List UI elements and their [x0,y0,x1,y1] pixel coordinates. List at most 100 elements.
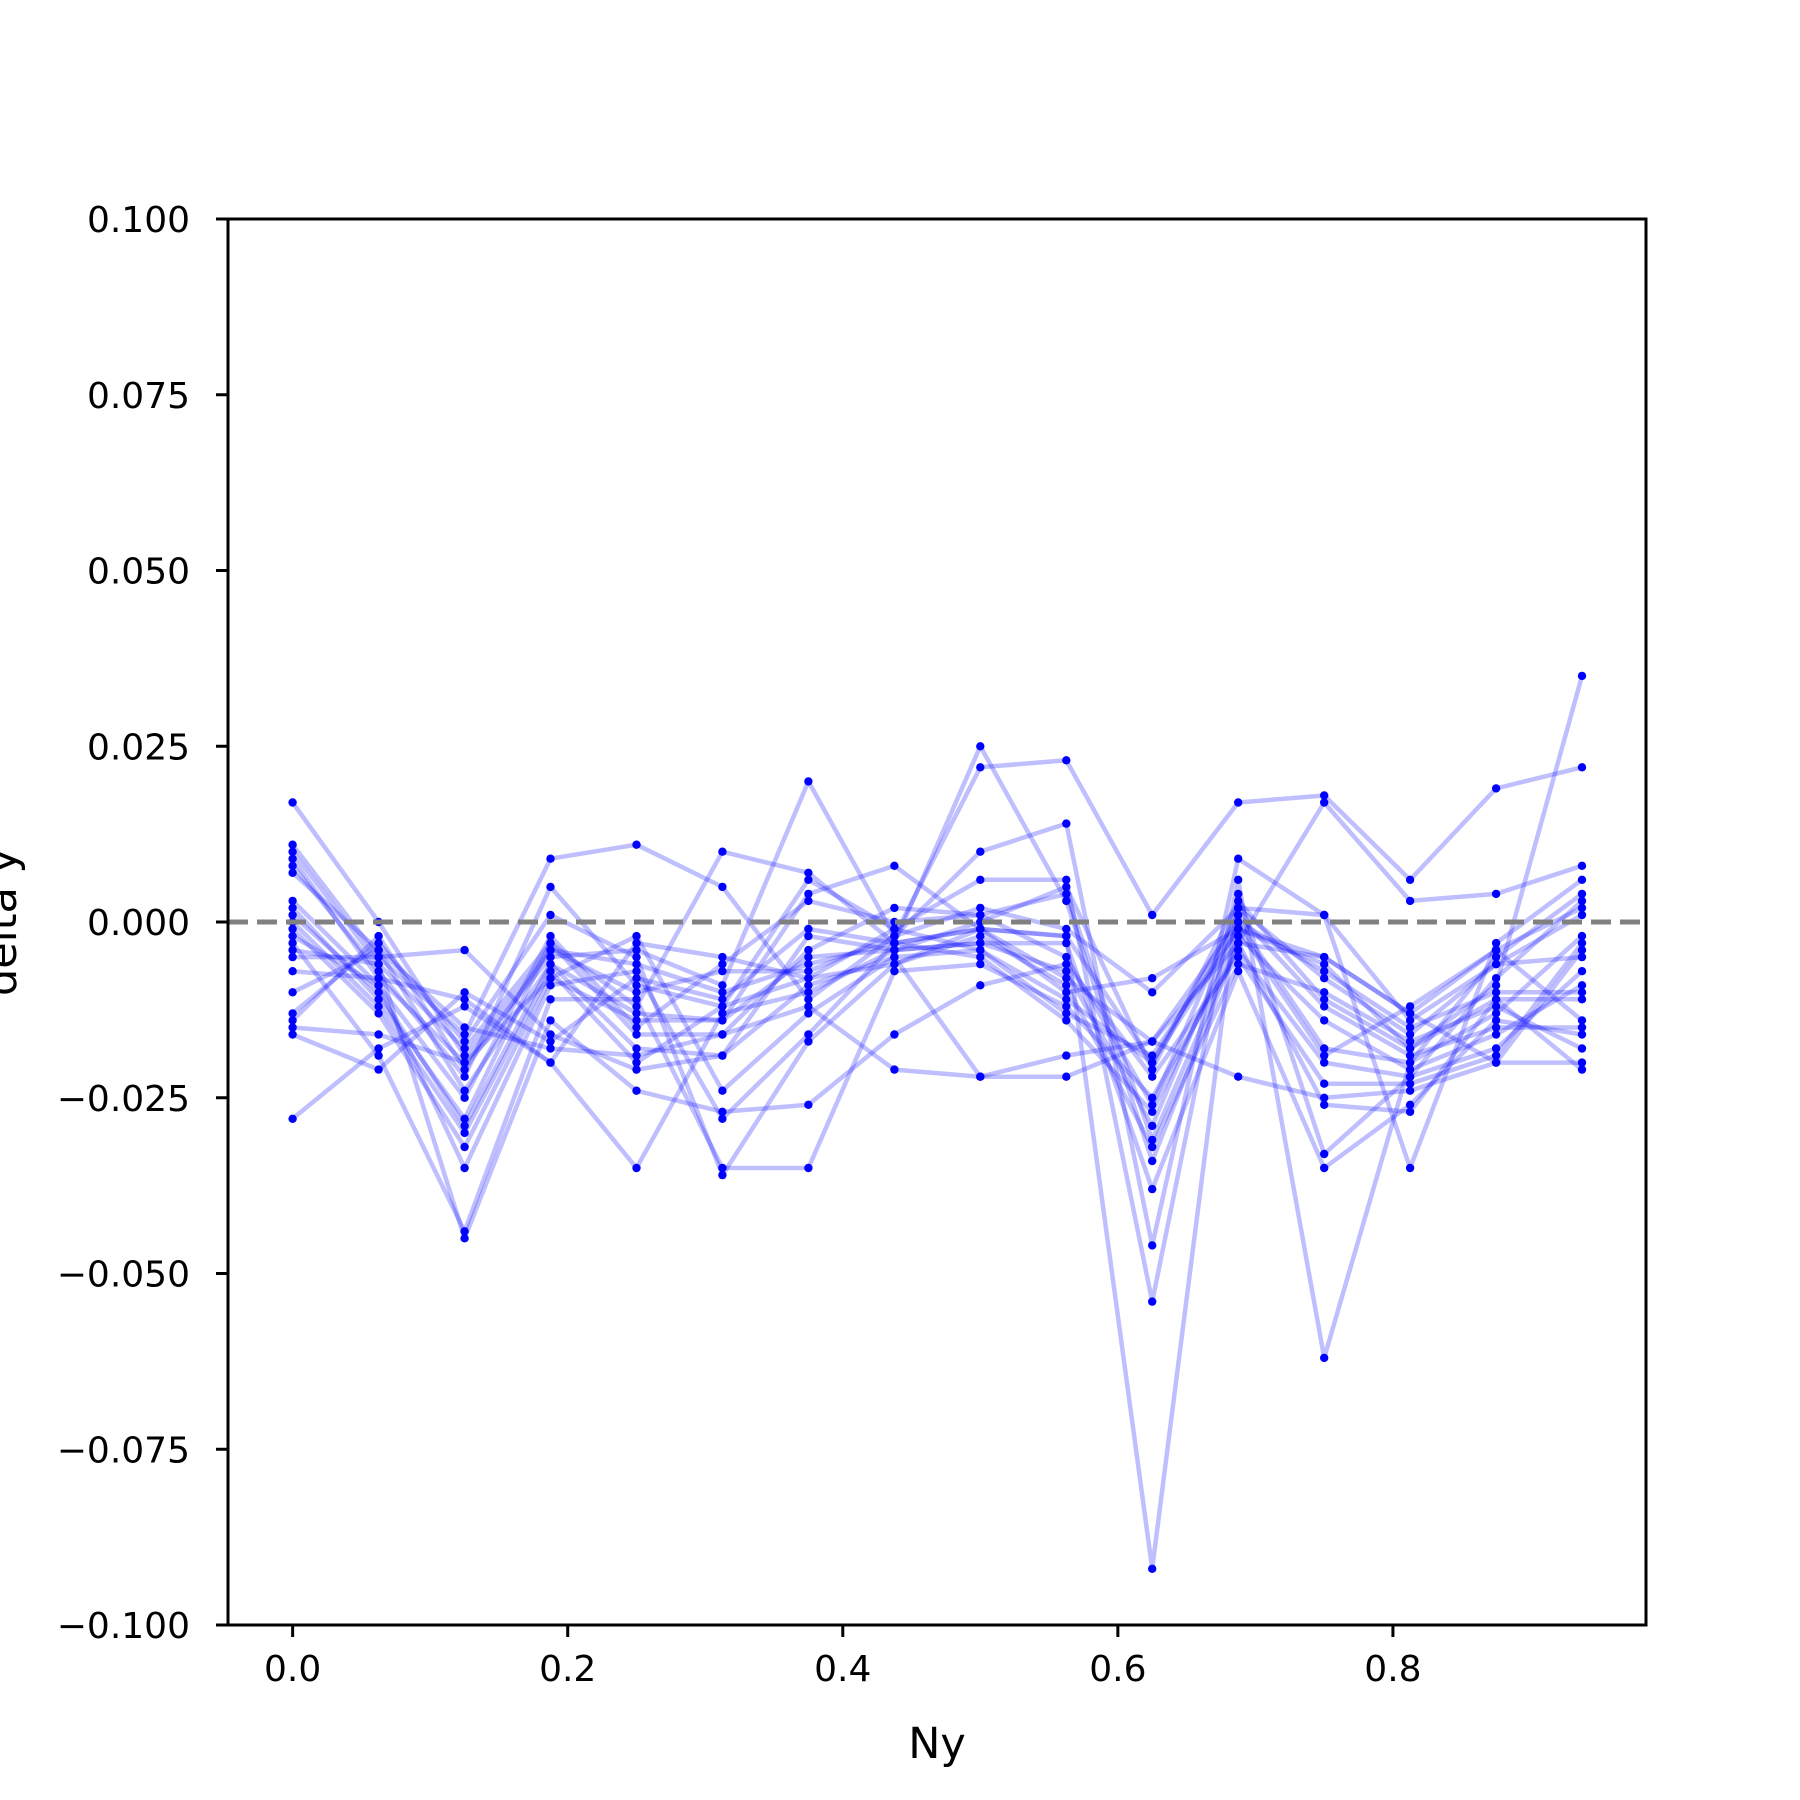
data-point-s13-2 [374,1051,383,1060]
data-point-s12-9 [976,952,985,962]
data-point-s5-13 [1320,1353,1329,1363]
data-point-s6-12 [1234,889,1243,899]
data-point-s2-14 [1405,875,1415,884]
data-point-s21-4 [546,1037,555,1046]
data-point-s13-13 [1320,1058,1329,1067]
data-point-s16-12 [1234,967,1243,976]
data-point-s19-16 [1577,910,1587,920]
data-point-s2-16 [1577,763,1587,772]
data-point-s19-11 [1148,988,1157,997]
data-point-s18-3 [460,1037,469,1046]
y-axis-label: delta y [0,848,27,996]
data-point-s21-15 [1491,1009,1501,1018]
data-point-s18-10 [1062,988,1071,997]
data-point-s8-4 [546,938,555,948]
data-point-s13-10 [1062,1002,1071,1011]
data-point-s13-1 [288,938,297,948]
x-axis-label: Ny [908,1719,966,1769]
data-point-s2-1 [288,840,297,849]
y-tick-label: 0.100 [87,200,190,241]
data-point-s6-8 [890,861,899,870]
data-point-s8-14 [1405,1016,1415,1025]
data-point-s11-13 [1320,1002,1329,1011]
data-point-s20-12 [1234,896,1243,906]
data-point-s13-5 [632,995,641,1004]
data-point-s16-11 [1148,1184,1157,1194]
data-point-s10-11 [1148,1142,1157,1152]
data-point-s14-6 [718,1107,727,1117]
data-point-s7-7 [804,896,813,906]
data-point-s15-16 [1577,1058,1587,1067]
y-tick-label: −0.075 [57,1430,190,1471]
data-point-s19-3 [460,1065,469,1074]
data-point-s8-9 [976,910,985,920]
data-point-s10-15 [1491,1002,1501,1011]
data-point-s7-10 [1062,889,1071,899]
data-point-s12-15 [1491,1030,1501,1039]
data-point-s17-14 [1405,1107,1415,1117]
x-tick-label: 0.6 [1089,1649,1146,1690]
data-point-s4-1 [288,854,297,863]
data-point-s10-14 [1405,1037,1415,1046]
data-point-s8-13 [1320,910,1329,920]
data-point-s11-3 [460,1142,469,1152]
data-point-s1-6 [718,988,727,997]
data-point-s19-7 [804,967,813,976]
data-point-s14-7 [804,1100,813,1110]
data-point-s20-10 [1062,882,1071,892]
data-point-s11-15 [1491,1023,1501,1032]
data-point-s7-4 [546,931,555,941]
data-point-s10-3 [460,1128,469,1138]
data-point-s15-10 [1062,1072,1071,1081]
data-point-s15-2 [374,952,383,962]
data-point-s15-13 [1320,1093,1329,1103]
y-tick-label: −0.025 [57,1079,190,1120]
data-point-s4-9 [976,847,985,856]
series-line-12 [291,933,1584,1171]
data-point-s12-16 [1577,981,1587,990]
data-point-s11-2 [374,1009,383,1018]
data-point-s17-16 [1577,1065,1587,1074]
data-point-s18-6 [718,1170,727,1180]
data-point-s18-16 [1577,945,1587,955]
data-point-s14-13 [1320,1079,1329,1088]
series-line-18 [291,912,1584,1178]
data-point-s15-8 [890,952,899,962]
y-tick-label: 0.050 [87,552,190,593]
data-point-s5-1 [288,861,297,870]
data-point-s14-2 [374,960,383,969]
data-point-s12-7 [804,1030,813,1039]
data-point-s5-9 [976,875,985,884]
data-point-s15-7 [804,981,813,990]
data-point-s22-2 [374,1044,383,1053]
data-point-s22-10 [1062,1009,1071,1018]
data-point-s12-11 [1148,1107,1157,1117]
data-point-s1-15 [1491,981,1501,990]
data-point-s10-2 [374,1002,383,1011]
data-point-s1-7 [804,960,813,969]
data-point-s18-13 [1320,952,1329,962]
series-line-21 [291,919,1584,1072]
data-point-s20-13 [1320,995,1329,1004]
data-point-s3-1 [288,847,297,856]
series-line-4 [290,779,1584,1248]
data-point-s20-4 [546,974,555,983]
data-point-s19-9 [976,903,985,913]
data-point-s7-11 [1148,1135,1157,1145]
data-point-s21-8 [890,938,899,948]
data-point-s5-15 [1491,952,1501,962]
data-point-s9-13 [1320,967,1329,976]
data-point-s6-15 [1491,974,1501,983]
data-point-s15-6 [718,1051,727,1060]
series-line-9 [291,913,1582,1129]
data-point-s19-4 [546,945,555,955]
data-point-s15-1 [288,952,297,962]
data-point-s22-1 [288,1114,297,1124]
data-point-s9-5 [632,1044,641,1053]
data-point-s2-5 [632,840,641,849]
data-point-s2-9 [976,763,985,772]
series-line-14 [292,941,1584,1241]
data-point-s22-13 [1320,1051,1329,1060]
data-point-s17-10 [1062,1051,1071,1060]
